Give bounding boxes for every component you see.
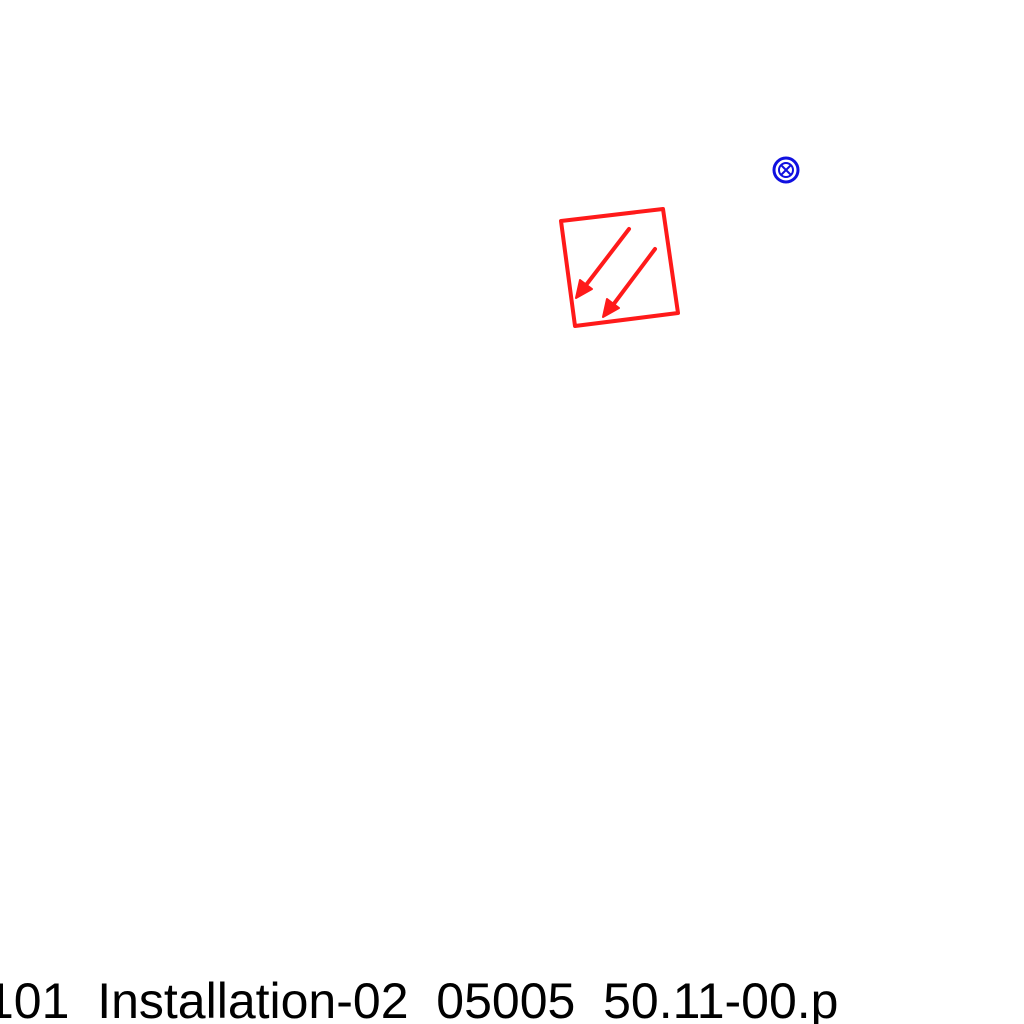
arrow-1-shaft bbox=[581, 227, 631, 291]
marker-cross-b bbox=[780, 164, 792, 176]
symbol-box-outline bbox=[559, 207, 680, 328]
arrow-1-head bbox=[575, 279, 593, 299]
arrow-2-shaft bbox=[608, 247, 657, 311]
marker-inner-ring bbox=[778, 162, 794, 178]
circled-x-marker-symbol[interactable] bbox=[772, 156, 800, 184]
marker-outer-ring bbox=[772, 156, 800, 184]
diagonal-arrows-box-symbol[interactable] bbox=[559, 207, 680, 328]
arrow-2-head bbox=[602, 298, 620, 318]
filename-caption: 101 Installation-02 05005 50.11-00.p bbox=[0, 973, 839, 1024]
